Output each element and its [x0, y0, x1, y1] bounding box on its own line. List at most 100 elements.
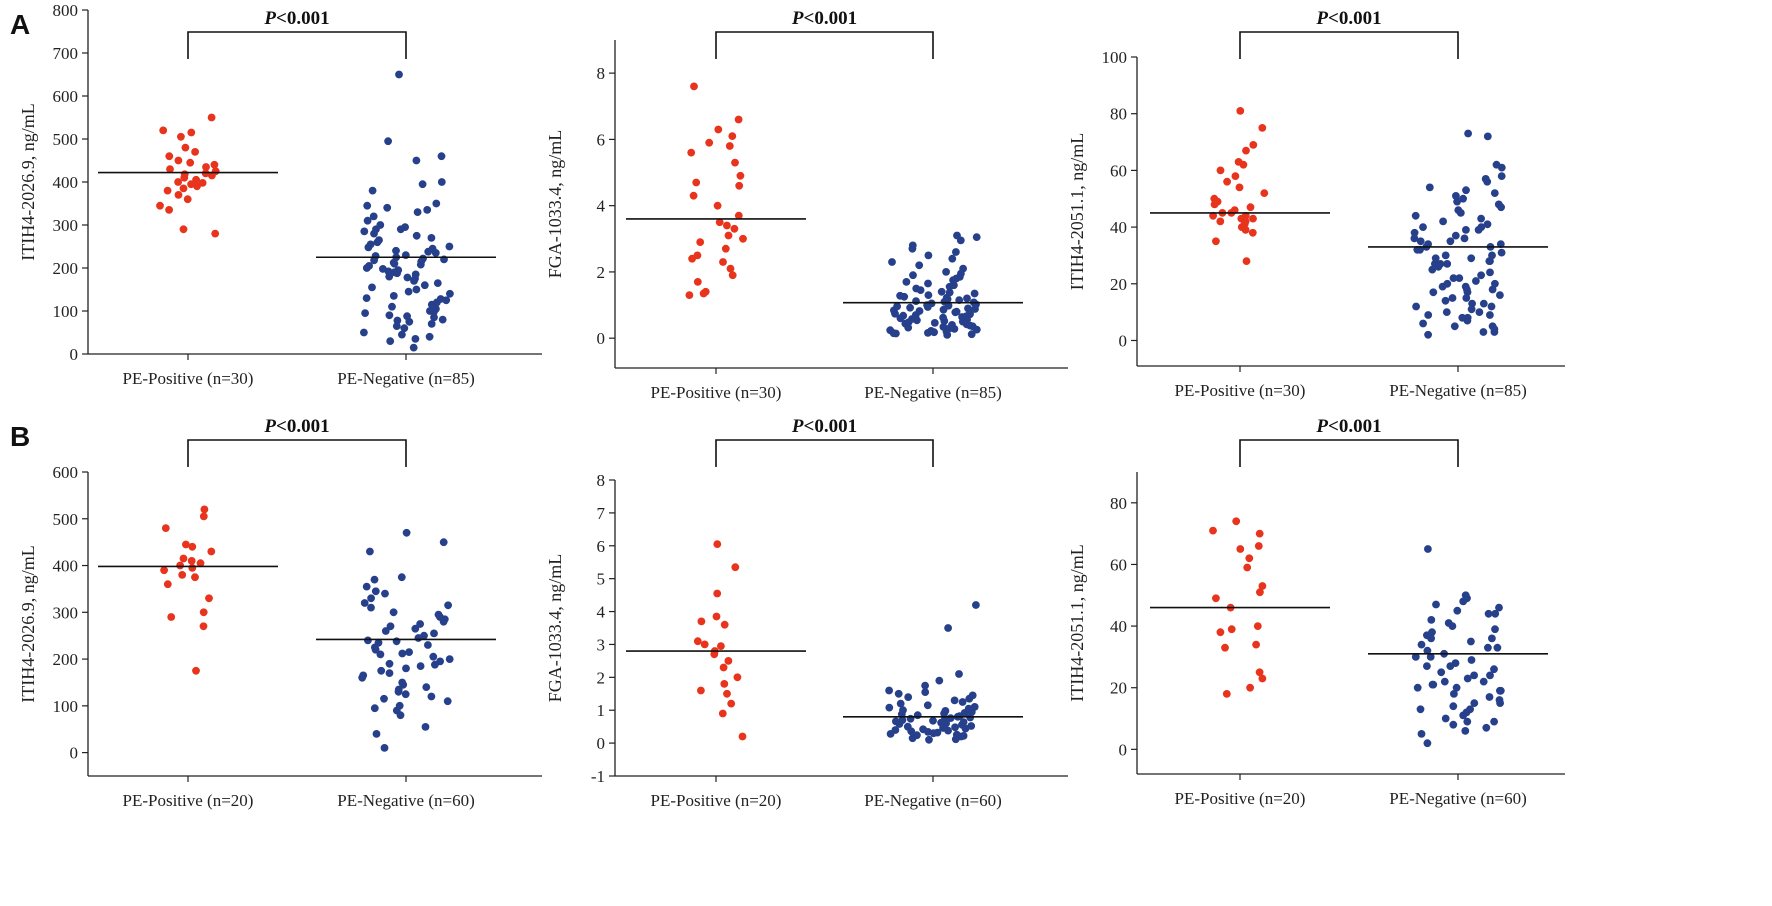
y-tick-label: 3	[597, 635, 606, 654]
significance-value: <0.001	[276, 416, 330, 437]
negative-point	[412, 156, 421, 165]
negative-point	[1490, 189, 1499, 198]
negative-point	[1446, 237, 1455, 246]
category-label: PE-Negative (n=60)	[1389, 789, 1527, 808]
y-tick-label: 80	[1110, 105, 1127, 124]
positive-point	[182, 540, 190, 549]
positive-point	[1239, 160, 1248, 169]
y-tick-label: 600	[53, 87, 79, 106]
negative-point	[414, 634, 423, 642]
positive-point	[191, 148, 200, 156]
negative-point	[1411, 653, 1420, 661]
y-axis-title: FGA-1033.4, ng/mL	[545, 554, 565, 703]
y-tick-label: 300	[53, 603, 79, 622]
negative-point	[1488, 285, 1497, 294]
negative-point	[1423, 662, 1431, 670]
y-tick-label: 5	[597, 570, 606, 589]
significance-label: P<0.001	[263, 8, 329, 29]
negative-point	[1416, 705, 1425, 714]
negative-point	[1448, 622, 1457, 630]
negative-point	[1468, 299, 1476, 308]
negative-point	[385, 311, 394, 320]
negative-point	[940, 317, 949, 325]
y-tick-label: 400	[53, 173, 79, 192]
negative-point	[362, 264, 371, 272]
negative-point	[943, 331, 952, 339]
negative-point	[1462, 186, 1470, 195]
negative-point	[1475, 308, 1484, 316]
positive-point	[201, 169, 210, 178]
positive-point	[1212, 594, 1220, 603]
negative-point	[366, 547, 374, 556]
negative-point	[967, 330, 976, 339]
panel-label-b: B	[10, 421, 30, 452]
positive-point	[1223, 177, 1231, 186]
positive-point	[192, 666, 200, 675]
significance-value: <0.001	[276, 8, 330, 29]
negative-point	[942, 268, 950, 276]
negative-point	[386, 337, 395, 345]
positive-point	[174, 191, 183, 199]
negative-point	[390, 259, 399, 268]
negative-point	[1455, 274, 1464, 282]
negative-point	[405, 648, 413, 656]
negative-point	[364, 243, 373, 252]
category-label: PE-Negative (n=85)	[337, 369, 475, 388]
positive-point	[1246, 683, 1254, 692]
positive-point	[198, 179, 207, 187]
negative-point	[392, 637, 401, 646]
negative-point	[367, 603, 375, 612]
positive-point	[1249, 214, 1257, 223]
y-tick-label: -1	[591, 767, 605, 786]
positive-point	[693, 637, 702, 646]
negative-point	[908, 734, 917, 743]
negative-point	[1411, 211, 1420, 220]
negative-point	[1410, 234, 1419, 243]
negative-point	[412, 231, 421, 240]
negative-point	[1485, 693, 1494, 701]
positive-point	[724, 231, 733, 240]
negative-point	[1450, 690, 1458, 698]
negative-point	[1441, 251, 1450, 260]
chart-3: 0 20 40 60 80 100 PE-Positive (n=30) PE-Negativ…	[1067, 8, 1565, 400]
positive-point	[730, 224, 739, 233]
negative-point	[1417, 730, 1426, 738]
negative-point	[368, 186, 377, 195]
negative-point	[392, 246, 400, 255]
positive-point	[179, 184, 188, 193]
y-tick-label: 20	[1110, 679, 1127, 698]
negative-point	[951, 308, 960, 317]
negative-point	[1450, 322, 1459, 331]
negative-point	[1479, 328, 1488, 336]
negative-point	[1459, 194, 1467, 203]
negative-point	[364, 636, 372, 645]
negative-point	[1496, 699, 1504, 707]
negative-point	[916, 286, 925, 294]
y-tick-label: 200	[53, 259, 79, 278]
positive-point	[192, 175, 201, 184]
significance-bracket	[1239, 31, 1459, 59]
positive-point	[723, 221, 731, 230]
positive-point	[165, 206, 174, 214]
positive-point	[177, 132, 185, 141]
negative-point	[924, 329, 932, 337]
negative-point	[1460, 234, 1469, 243]
negative-point	[1496, 240, 1505, 249]
negative-point	[1429, 288, 1438, 297]
negative-point	[424, 247, 433, 256]
negative-point	[961, 724, 970, 733]
positive-point	[1248, 228, 1257, 237]
positive-point	[734, 211, 743, 220]
negative-point	[894, 689, 903, 698]
negative-point	[429, 652, 438, 661]
negative-point	[395, 70, 403, 79]
positive-point	[165, 152, 174, 161]
significance-p: P	[791, 416, 804, 437]
negative-point	[425, 332, 434, 341]
positive-point	[1227, 625, 1236, 634]
y-tick-label: 100	[53, 697, 79, 716]
negative-point	[950, 696, 959, 705]
negative-point	[409, 343, 418, 352]
y-tick-label: 400	[53, 557, 79, 576]
negative-point	[912, 297, 920, 305]
